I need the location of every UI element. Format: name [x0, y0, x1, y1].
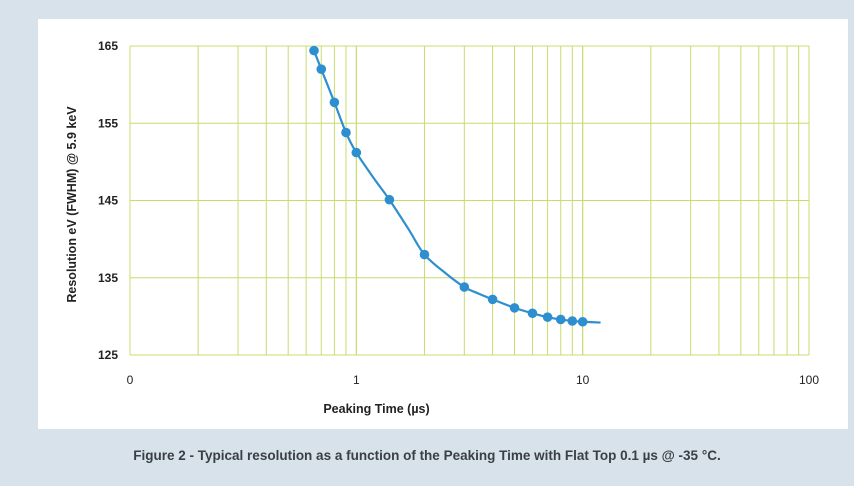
- y-tick-label: 145: [98, 194, 118, 208]
- y-axis-ticks: 125 135 145 155 165: [98, 39, 118, 362]
- data-point: [577, 316, 588, 327]
- y-tick-label: 165: [98, 39, 118, 53]
- series-layer: [309, 45, 601, 327]
- y-tick-label: 125: [98, 348, 118, 362]
- data-point: [527, 308, 538, 319]
- data-point: [329, 97, 340, 108]
- series-line: [312, 50, 601, 324]
- data-point: [309, 45, 319, 56]
- y-axis-label: Resolution eV (FWHM) @ 5.9 keV: [65, 106, 79, 303]
- y-tick-label: 135: [98, 271, 118, 285]
- figure-caption: Figure 2 - Typical resolution as a funct…: [133, 448, 721, 463]
- data-point: [419, 249, 430, 260]
- data-point: [542, 312, 553, 322]
- resolution-chart: 125 135 145 155 165 0 1 10 100 Resolution eV (F…: [65, 39, 820, 416]
- data-point: [384, 194, 395, 205]
- x-axis-ticks: 0 1 10 100: [127, 373, 820, 387]
- x-axis-label: Peaking Time (µs): [323, 402, 429, 416]
- grid-lines: [129, 45, 810, 356]
- data-point: [351, 147, 362, 158]
- x-tick-label: 100: [799, 373, 819, 387]
- data-point: [341, 127, 351, 138]
- data-point: [567, 316, 578, 326]
- data-point: [316, 64, 327, 74]
- data-point: [509, 303, 520, 313]
- data-point: [487, 294, 498, 305]
- data-point: [555, 314, 566, 325]
- x-tick-label: 1: [353, 373, 360, 387]
- y-tick-label: 155: [98, 116, 118, 130]
- x-tick-label: 0: [127, 373, 134, 387]
- chart-card: 125 135 145 155 165 0 1 10 100 Resolution eV (F…: [38, 19, 848, 429]
- data-point: [459, 282, 470, 292]
- x-tick-label: 10: [576, 373, 590, 387]
